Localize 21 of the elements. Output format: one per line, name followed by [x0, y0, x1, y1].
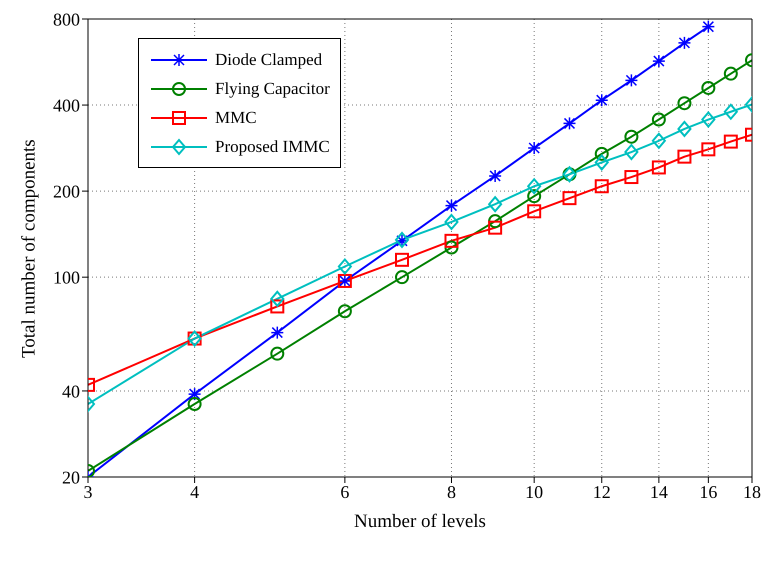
- x-tick-label: 10: [525, 482, 544, 502]
- legend-label: Flying Capacitor: [215, 78, 330, 98]
- legend-label: MMC: [215, 108, 257, 128]
- y-tick-label: 200: [53, 182, 80, 202]
- y-tick-label: 40: [62, 381, 80, 402]
- x-tick-label: 14: [650, 482, 668, 502]
- x-tick-label: 3: [84, 482, 92, 502]
- y-tick-label: 400: [53, 95, 80, 116]
- x-tick-label: 18: [743, 482, 761, 502]
- y-axis-title: Total number of components: [18, 139, 40, 358]
- legend-label: Diode Clamped: [215, 50, 322, 70]
- x-tick-label: 16: [699, 482, 718, 502]
- y-tick-label: 20: [62, 467, 80, 488]
- x-tick-label: 6: [340, 482, 350, 502]
- y-tick-label: 800: [53, 9, 80, 30]
- y-tick-label: 100: [53, 268, 80, 288]
- legend-label: Proposed IMMC: [215, 136, 330, 156]
- x-tick-label: 12: [592, 482, 611, 502]
- x-axis-title: Number of levels: [354, 511, 486, 532]
- x-tick-label: 4: [190, 482, 200, 502]
- x-tick-label: 8: [446, 482, 456, 502]
